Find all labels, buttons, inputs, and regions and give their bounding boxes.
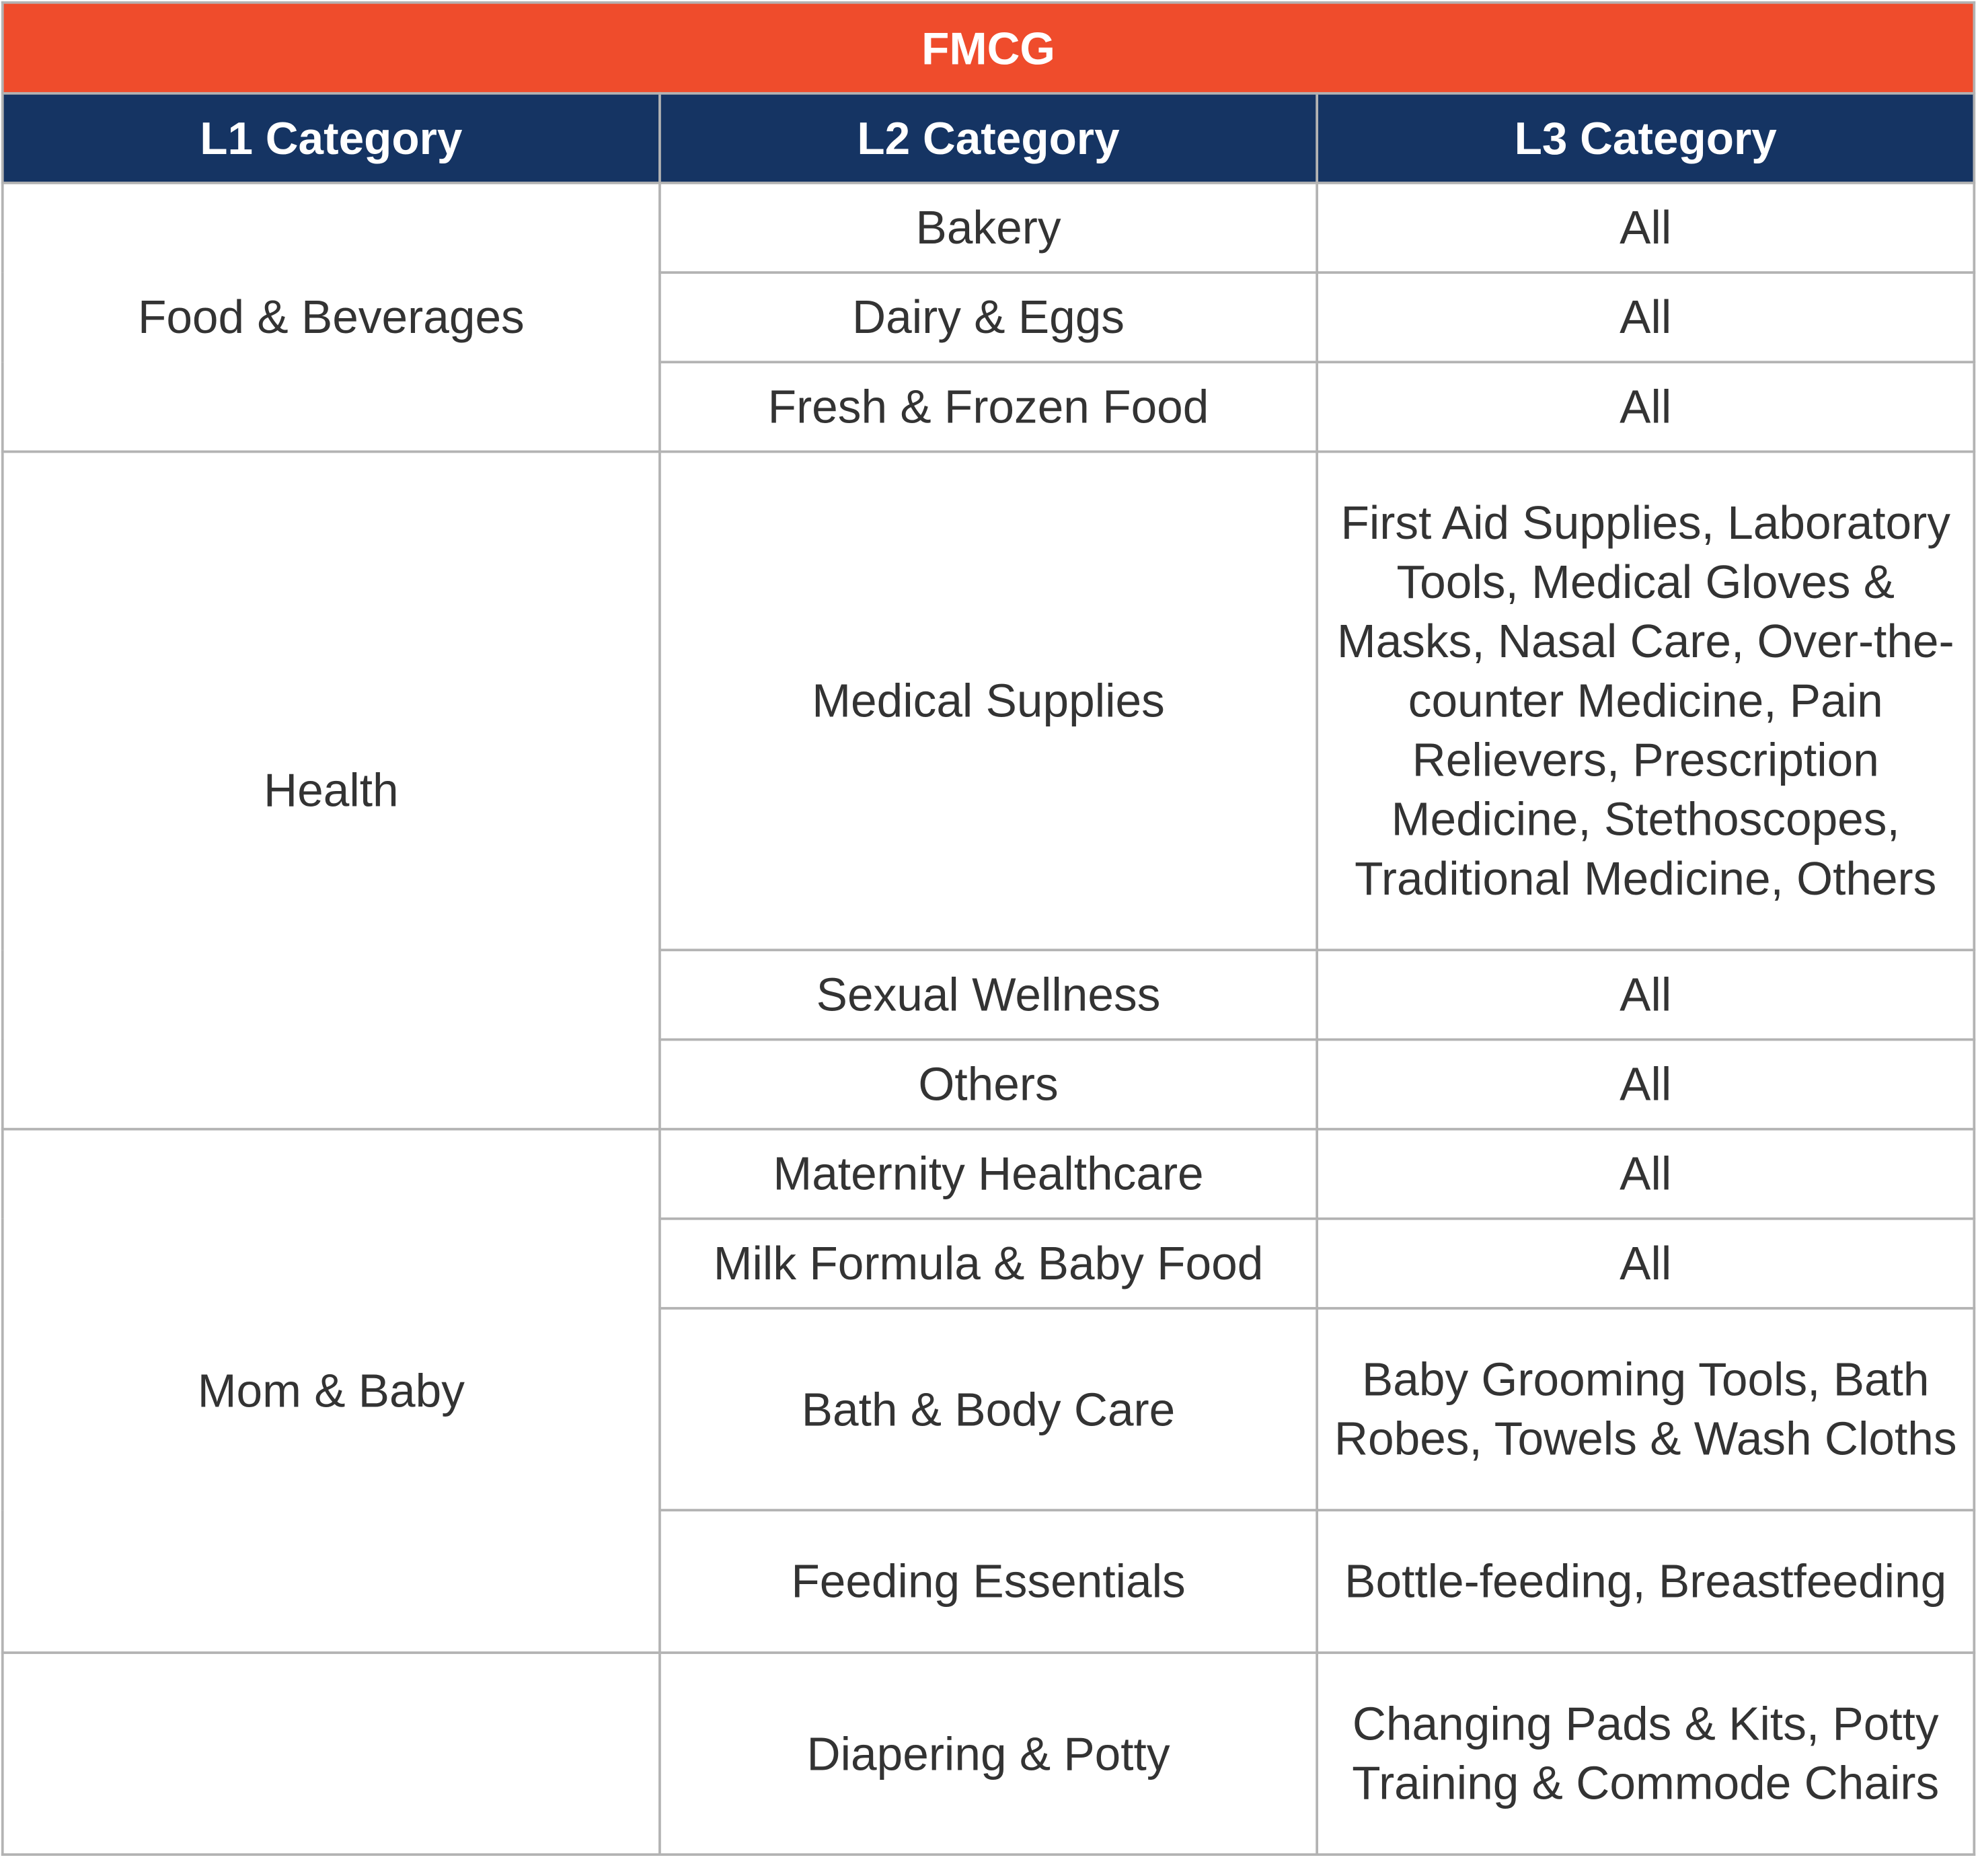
l2-cell: Fresh & Frozen Food [658, 361, 1319, 453]
table-row: Others All [3, 1038, 1976, 1131]
l3-cell: All [1316, 182, 1976, 274]
l1-cell-empty [1, 1651, 661, 1856]
l3-cell: Changing Pads & Kits, Potty Training & C… [1316, 1651, 1976, 1856]
table-row: Mom & Baby Maternity Healthcare All [1, 1127, 1976, 1654]
table-header-row: L1 Category L2 Category L3 Category [1, 91, 1976, 184]
l2-cell: Bakery [658, 182, 1319, 274]
l3-cell: First Aid Supplies, Laboratory Tools, Me… [1316, 450, 1976, 952]
l1-cell-mom-baby: Mom & Baby [1, 1127, 661, 1654]
l2-cell: Dairy & Eggs [658, 271, 1319, 364]
table-row: Diapering & Potty Changing Pads & Kits, … [1, 1651, 1976, 1856]
l2-cell: Medical Supplies [658, 450, 1319, 952]
l2-cell: Maternity Healthcare [658, 1127, 1319, 1220]
table-title-row: FMCG [1, 1, 1976, 95]
table-row: Food & Beverages Bakery All [1, 182, 1976, 453]
header-l1-category: L1 Category [1, 91, 661, 184]
table-row: Milk Formula & Baby Food All [3, 1217, 1976, 1310]
table-row: Dairy & Eggs All [3, 271, 1976, 364]
l2-cell: Bath & Body Care [658, 1307, 1319, 1511]
table-row: Fresh & Frozen Food All [3, 361, 1976, 453]
l2-cell: Others [658, 1038, 1319, 1131]
l3-cell: All [1316, 948, 1976, 1041]
table-row: Feeding Essentials Bottle-feeding, Breas… [3, 1509, 1976, 1654]
l3-cell: Bottle-feeding, Breastfeeding [1316, 1509, 1976, 1654]
l1-cell-health: Health [1, 450, 661, 1131]
header-l3-category: L3 Category [1316, 91, 1976, 184]
l1-cell-food-beverages: Food & Beverages [1, 182, 661, 453]
l3-cell: All [1316, 1038, 1976, 1131]
l2-cell: Milk Formula & Baby Food [658, 1217, 1319, 1310]
l3-cell: All [1316, 1217, 1976, 1310]
table-row: Sexual Wellness All [3, 948, 1976, 1041]
l2-cell: Sexual Wellness [658, 948, 1319, 1041]
table-row: Health Medical Supplies First Aid Suppli… [1, 450, 1976, 1131]
table-row: Bath & Body Care Baby Grooming Tools, Ba… [3, 1307, 1976, 1511]
table-title: FMCG [1, 1, 1976, 95]
header-l2-category: L2 Category [658, 91, 1319, 184]
l3-cell: All [1316, 271, 1976, 364]
l3-cell: All [1316, 361, 1976, 453]
l3-cell: Baby Grooming Tools, Bath Robes, Towels … [1316, 1307, 1976, 1511]
l2-cell: Diapering & Potty [658, 1651, 1319, 1856]
l3-cell: All [1316, 1127, 1976, 1220]
l2-cell: Feeding Essentials [658, 1509, 1319, 1654]
